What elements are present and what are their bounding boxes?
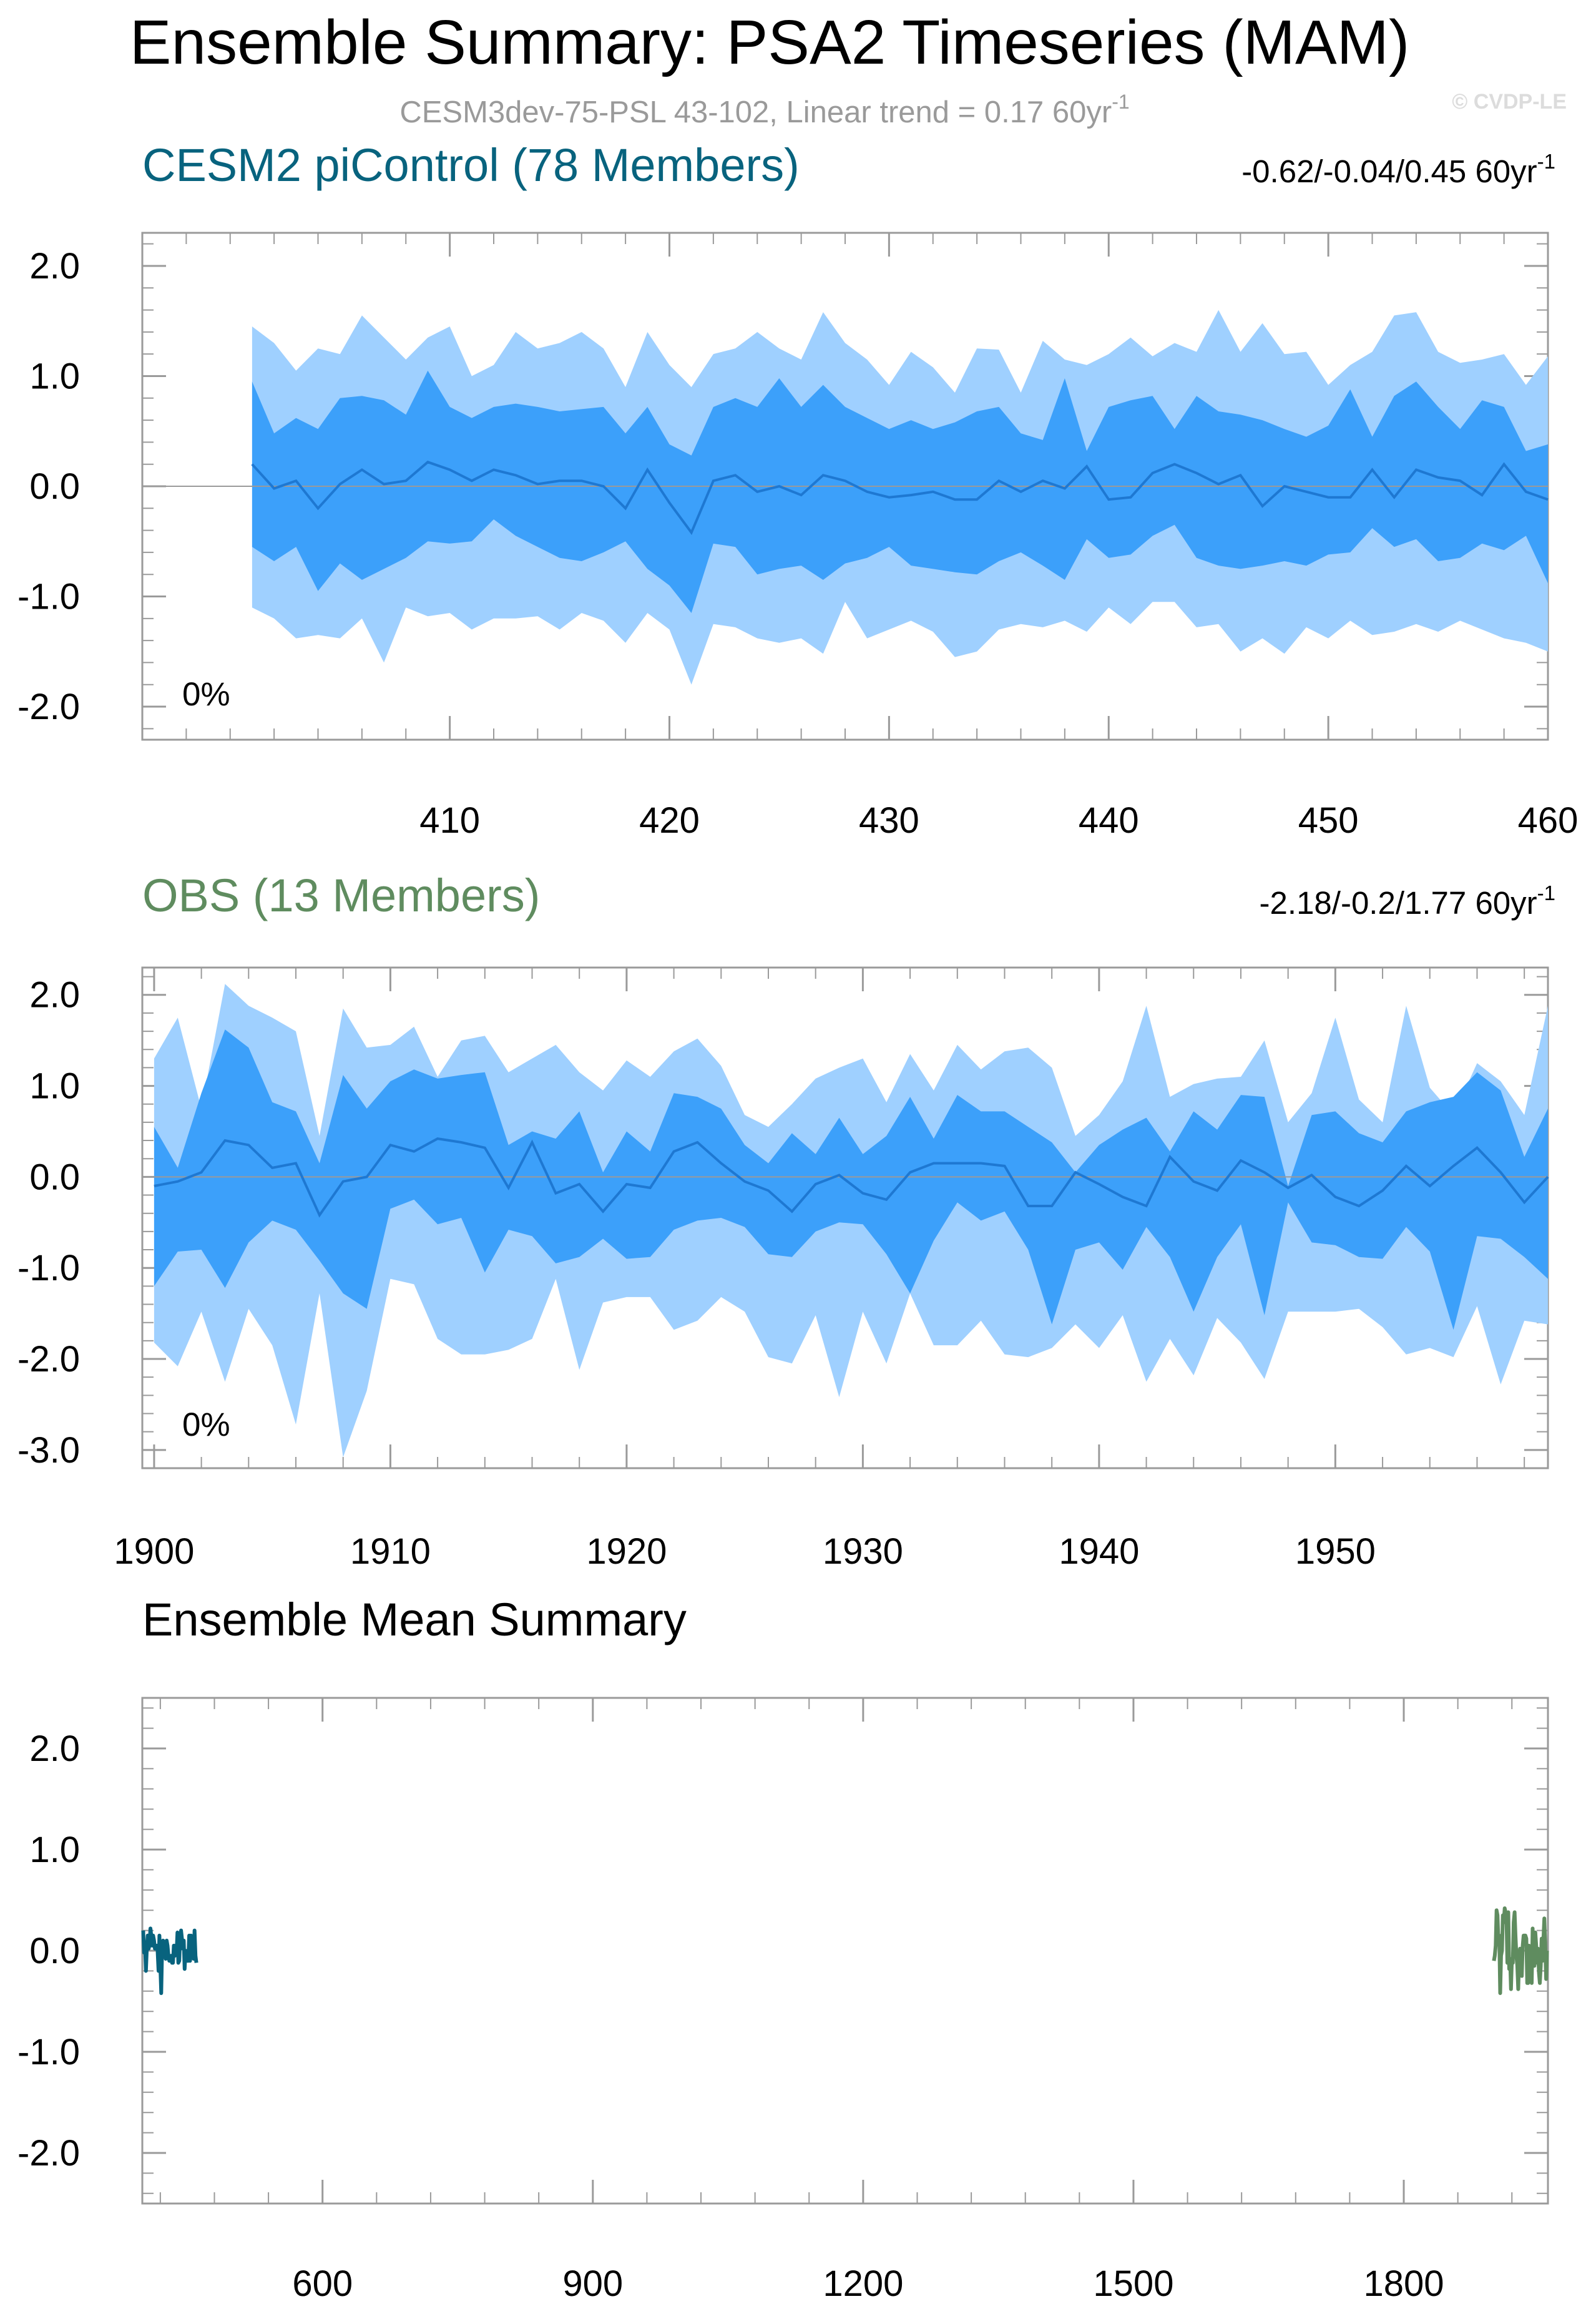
panel-title: Ensemble Mean Summary [142,1594,687,1645]
x-tick-label: 1920 [586,1531,667,1572]
panel-title: CESM2 piControl (78 Members) [142,139,800,191]
inner-spread-band [252,370,1549,613]
y-tick-label: 1.0 [29,1066,80,1107]
trend-label: -2.18/-0.2/1.77 60yr-1 [1260,881,1555,921]
x-tick-label: 1800 [1364,2263,1444,2304]
x-tick-label: 440 [1079,800,1139,841]
y-tick-label: -2.0 [17,687,80,727]
ensemble-median-line [251,460,1549,536]
panel-title: OBS (13 Members) [142,870,540,921]
x-tick-label: 900 [562,2263,623,2304]
y-tick-label: 2.0 [29,246,80,287]
plot-frame [141,1697,1549,2205]
ensemble-median-line [154,1137,1549,1218]
y-tick-label: -1.0 [17,2032,80,2072]
x-tick-label: 1200 [823,2263,903,2304]
obs-panel: OBS (13 Members) -2.18/-0.2/1.77 60yr-1 19… [17,870,1555,1572]
x-tick-label: 460 [1518,800,1579,841]
x-tick-label: 410 [419,800,480,841]
x-tick-label: 430 [859,800,919,841]
y-tick-label: 0.0 [29,1157,80,1197]
x-tick-label: 1930 [823,1531,903,1572]
cesm-picontrol-panel: CESM2 piControl (78 Members) -0.62/-0.04/… [17,139,1578,841]
subtitle-main: CESM3dev-75-PSL 43-102, Linear trend = 0… [399,96,1112,129]
trend-label-text: -0.62/-0.04/0.45 60yr [1241,154,1537,189]
x-tick-label: 1900 [114,1531,194,1572]
ensemble-mean-line [1492,1906,1549,1995]
figure-subtitle: CESM3dev-75-PSL 43-102, Linear trend = 0… [399,91,1129,129]
figure-title: Ensemble Summary: PSA2 Timeseries (MAM) [130,7,1410,77]
y-tick-label: -2.0 [17,2133,80,2174]
y-tick-label: -1.0 [17,577,80,617]
x-tick-label: 600 [292,2263,353,2304]
y-tick-label: 2.0 [29,975,80,1016]
y-tick-label: 2.0 [29,1728,80,1769]
x-tick-label: 1940 [1059,1531,1139,1572]
y-tick-label: -2.0 [17,1339,80,1380]
y-tick-label: -3.0 [17,1430,80,1471]
trend-label: -0.62/-0.04/0.45 60yr-1 [1241,150,1555,189]
trend-label-text: -2.18/-0.2/1.77 60yr [1260,885,1537,921]
y-tick-label: 0.0 [29,466,80,507]
subtitle-superscript: -1 [1112,91,1129,113]
trend-label-superscript: -1 [1537,881,1555,905]
ensemble-mean-panel: Ensemble Mean Summary 600 900 1200 1500 1800 2… [17,1594,1549,2304]
y-tick-label: 0.0 [29,1931,80,1971]
x-tick-label: 1910 [350,1531,431,1572]
y-tick-label: 1.0 [29,1830,80,1870]
watermark: © CVDP-LE [1452,90,1567,114]
trend-label-superscript: -1 [1537,150,1555,173]
inner-spread-band [154,1029,1549,1330]
ensemble-mean-line [141,1926,198,1995]
percent-label: 0% [182,1406,230,1443]
x-tick-label: 1950 [1295,1531,1376,1572]
x-tick-label: 1500 [1093,2263,1173,2304]
x-tick-label: 450 [1298,800,1359,841]
percent-label: 0% [182,676,230,713]
y-tick-label: -1.0 [17,1248,80,1288]
x-tick-label: 420 [639,800,700,841]
y-tick-label: 1.0 [29,356,80,396]
